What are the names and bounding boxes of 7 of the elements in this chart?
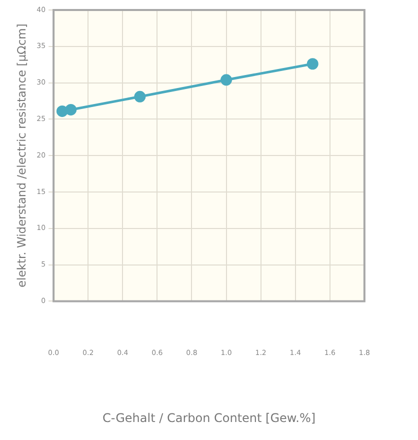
y-axis-title: elektr. Widerstand /electric resistance [µΩcm] [14, 24, 29, 288]
point [306, 58, 318, 70]
point [134, 90, 146, 102]
point [220, 74, 232, 86]
x-axis-title: C-Gehalt / Carbon Content [Gew.%] [102, 410, 316, 425]
point [65, 104, 77, 116]
point [56, 105, 68, 117]
